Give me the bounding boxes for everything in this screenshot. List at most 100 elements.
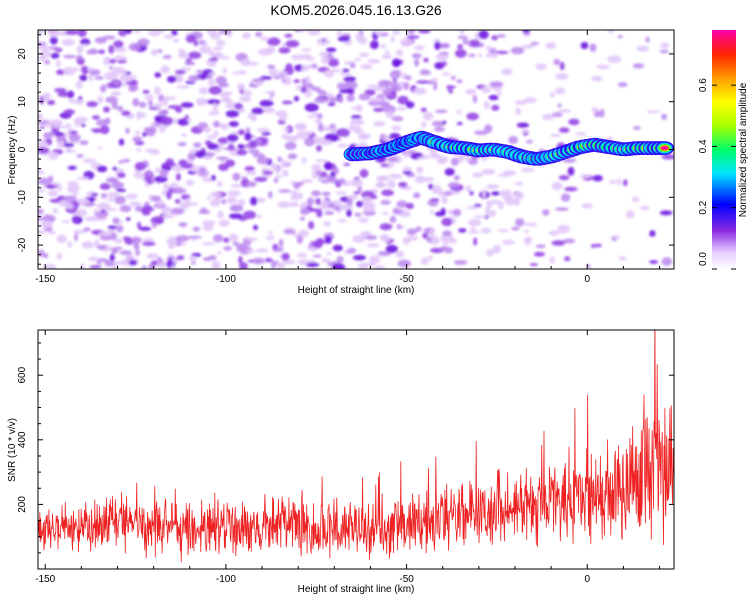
heatmap-cell	[219, 92, 230, 98]
heatmap-cell	[137, 38, 150, 46]
heatmap-cell	[282, 127, 290, 131]
snr-y-tick-label: 600	[17, 366, 28, 383]
heatmap-cell	[82, 43, 88, 47]
heatmap-cell	[255, 248, 269, 253]
heatmap-cell	[163, 162, 177, 167]
heatmap-cell	[431, 120, 446, 127]
heatmap-cell	[116, 225, 124, 233]
heatmap-cell	[443, 191, 452, 196]
heatmap-cell	[57, 140, 65, 149]
heatmap-cell	[284, 141, 297, 150]
heatmap-cell	[311, 163, 322, 173]
heatmap-cell	[280, 159, 286, 169]
snr-panel: -150 -100 -50 0 200 400 600 Height of straigh…	[7, 329, 675, 595]
heatmap-cell	[346, 198, 353, 206]
heatmap-cell	[262, 170, 274, 175]
heatmap-cell	[114, 195, 126, 205]
heatmap-cell	[326, 252, 332, 256]
heatmap-cell	[38, 249, 45, 257]
heatmap-cell	[437, 156, 449, 163]
heatmap-cell	[248, 140, 258, 148]
heatmap-cell	[80, 123, 86, 128]
colorbar-tick-label: 0.6	[698, 78, 709, 92]
heatmap-cell	[358, 93, 371, 101]
heatmap-cell	[63, 54, 76, 59]
heatmap-cell	[134, 205, 143, 212]
heatmap-cell	[141, 265, 147, 269]
heatmap-cell	[252, 257, 265, 265]
heatmap-cell	[76, 176, 90, 180]
heatmap-cell	[356, 104, 363, 113]
heatmap-cell	[293, 79, 301, 83]
heatmap-cell	[443, 246, 453, 254]
heatmap-cell	[301, 48, 312, 52]
heatmap-cell	[633, 126, 642, 130]
heatmap-cell	[206, 135, 217, 140]
heatmap-cell	[185, 34, 197, 43]
heatmap-cell	[125, 217, 131, 221]
heatmap-cell	[189, 255, 197, 262]
heatmap-cell	[211, 260, 221, 269]
heatmap-cell	[402, 166, 412, 173]
heatmap-cell	[421, 121, 427, 128]
heatmap-cell	[462, 38, 468, 45]
heatmap-cell	[257, 48, 272, 56]
heatmap-cell	[375, 30, 383, 36]
heatmap-cell	[331, 263, 346, 269]
heatmap-cell	[431, 77, 438, 83]
heatmap-cell	[411, 153, 423, 158]
heatmap-cell	[478, 30, 489, 40]
heatmap-cell	[180, 163, 195, 169]
heatmap-cell	[349, 122, 355, 132]
heatmap-cell	[38, 45, 51, 51]
heatmap-cell	[449, 238, 457, 244]
heatmap-cell	[134, 162, 146, 171]
heatmap-cell	[101, 209, 106, 214]
heatmap-cell	[514, 191, 525, 200]
heatmap-cell	[549, 133, 562, 138]
heatmap-cell	[616, 178, 622, 186]
snr-x-tick-label: -150	[35, 574, 55, 585]
heatmap-cell	[555, 207, 569, 212]
heatmap-cell	[201, 242, 216, 246]
heatmap-cell	[256, 214, 262, 219]
heatmap-cell	[215, 39, 226, 47]
heatmap-cell	[248, 149, 260, 154]
heatmap-cell	[317, 89, 327, 96]
heatmap-cell	[80, 38, 91, 46]
heatmap-cell	[383, 80, 393, 86]
heatmap-cell	[278, 238, 284, 248]
heatmap-cell	[413, 192, 421, 199]
heatmap-cell	[380, 163, 389, 168]
heatmap-cell	[511, 226, 520, 231]
heatmap-cell	[428, 255, 433, 261]
heatmap-cell	[284, 135, 299, 142]
heatmap-cell	[510, 46, 525, 55]
heatmap-cell	[625, 210, 635, 219]
heatmap-cell	[76, 154, 84, 158]
heatmap-cell	[62, 142, 75, 148]
heatmap-cell	[356, 200, 364, 208]
heatmap-cell	[277, 201, 291, 209]
heatmap-cell	[154, 72, 162, 78]
heatmap-cell	[361, 190, 375, 199]
heatmap-cell	[261, 131, 271, 136]
heatmap-cell	[299, 216, 305, 221]
heatmap-cell	[485, 46, 493, 51]
heatmap-cell	[105, 96, 118, 104]
snr-y-axis: 200 400 600	[17, 342, 674, 570]
heatmap-cell	[234, 102, 243, 110]
heatmap-cell	[283, 76, 292, 86]
snr-frame	[37, 329, 675, 570]
heatmap-cell	[230, 183, 243, 188]
heatmap-cell	[432, 184, 442, 194]
chart-title: KOM5.2026.045.16.13.G26	[270, 2, 441, 18]
heatmap-cell	[465, 154, 471, 163]
heatmap-cell	[88, 73, 94, 82]
heatmap-cell	[298, 229, 309, 238]
heatmap-cell	[56, 252, 62, 260]
heatmap-cell	[560, 193, 571, 202]
heatmap-cell	[153, 218, 160, 223]
heatmap-cell	[138, 226, 152, 231]
heatmap-cell	[473, 215, 487, 219]
